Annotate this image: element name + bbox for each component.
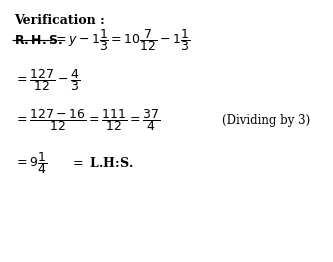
Text: $\bf{R.H.S.}$: $\bf{R.H.S.}$ (14, 34, 63, 47)
Text: $= \dfrac{127 - 16}{12} = \dfrac{111}{12} = \dfrac{37}{4}$: $= \dfrac{127 - 16}{12} = \dfrac{111}{12… (14, 107, 160, 133)
Text: (Dividing by 3): (Dividing by 3) (222, 114, 310, 127)
Text: $= \dfrac{127}{12} - \dfrac{4}{3}$: $= \dfrac{127}{12} - \dfrac{4}{3}$ (14, 67, 80, 93)
Text: $= y - 1\dfrac{1}{3} = 10\dfrac{7}{12} - 1\dfrac{1}{3}$: $= y - 1\dfrac{1}{3} = 10\dfrac{7}{12} -… (53, 28, 190, 53)
Text: $= $ L.H:S.: $= $ L.H:S. (70, 156, 134, 170)
Text: Verification :: Verification : (14, 14, 105, 27)
Text: $= 9\dfrac{1}{4}$: $= 9\dfrac{1}{4}$ (14, 150, 47, 176)
